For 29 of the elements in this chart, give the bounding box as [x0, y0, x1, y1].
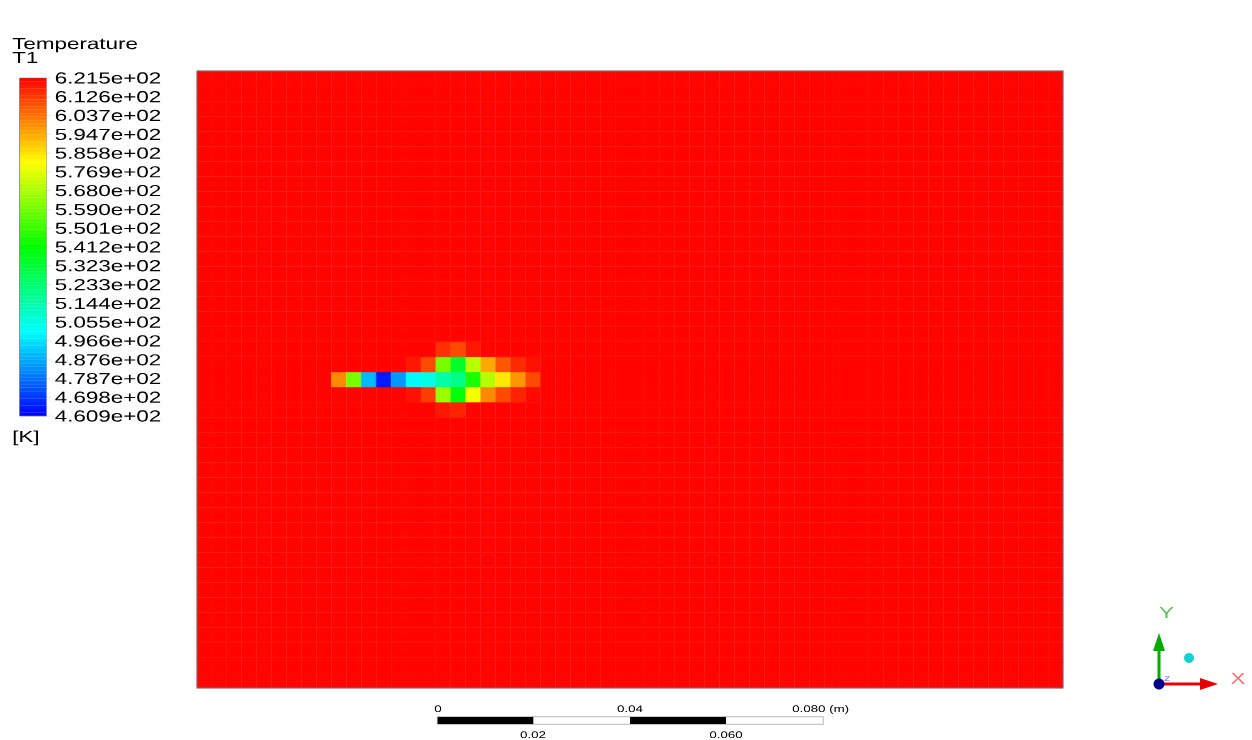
color-bar-label: 5.412e+02	[55, 241, 161, 253]
color-bar-label: 6.037e+02	[55, 109, 161, 122]
color-bar-label: 5.144e+02	[55, 297, 161, 310]
color-bar-title: [K]	[13, 430, 38, 446]
text: T1	[12, 51, 38, 63]
color-bar-label: 6.215e+02	[55, 72, 161, 84]
color-bar-label: 6.126e+02	[55, 91, 161, 103]
text: Y	[1159, 606, 1174, 618]
color-bar-label: 5.233e+02	[55, 279, 161, 291]
text: 0.080 (m)	[792, 705, 849, 714]
color-bar-label: 5.323e+02	[55, 260, 161, 272]
text: 0.02	[520, 731, 546, 739]
color-bar-label: 4.876e+02	[55, 354, 161, 366]
text: X	[1231, 672, 1245, 684]
chart-title: Temperature	[12, 37, 137, 53]
color-bar-label: 5.769e+02	[55, 166, 161, 178]
text: 0	[434, 705, 442, 713]
text: 0.04	[617, 705, 643, 713]
color-bar-label: 4.698e+02	[55, 391, 161, 403]
color-bar-label: 4.966e+02	[55, 335, 161, 347]
color-bar-label: 5.055e+02	[55, 316, 161, 328]
color-bar-label: 4.609e+02	[55, 410, 161, 422]
color-bar-label: 5.501e+02	[55, 222, 161, 234]
color-bar-label: 5.858e+02	[55, 147, 161, 159]
color-bar-label: 5.590e+02	[55, 203, 161, 216]
color-bar-label: 5.947e+02	[55, 128, 161, 141]
color-bar-label: 4.787e+02	[55, 372, 161, 385]
color-bar-label: 5.680e+02	[55, 184, 161, 197]
text: 0.060	[709, 731, 743, 739]
